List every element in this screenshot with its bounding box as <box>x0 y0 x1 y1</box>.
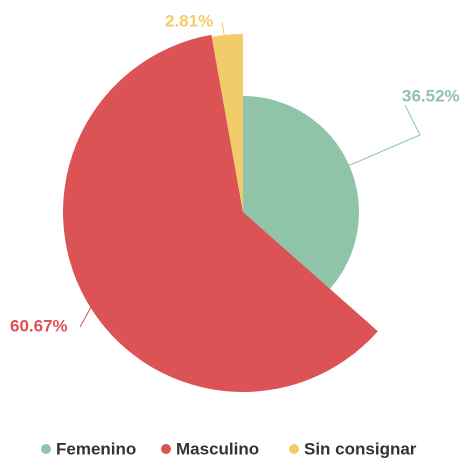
data-label: 60.67% <box>10 316 68 335</box>
legend-marker <box>161 444 171 454</box>
data-label: 36.52% <box>402 86 460 105</box>
pie-slice <box>63 34 378 393</box>
legend-marker <box>41 444 51 454</box>
pie-slice <box>243 96 359 289</box>
pie-slice <box>211 34 243 212</box>
data-label: 2.81% <box>165 11 213 30</box>
legend-label: Masculino <box>176 439 259 458</box>
legend-label: Femenino <box>56 439 136 458</box>
leader-line <box>79 297 96 328</box>
leader-line <box>221 21 228 41</box>
leader-line <box>345 104 421 167</box>
legend-marker <box>289 444 299 454</box>
legend-label: Sin consignar <box>304 439 417 458</box>
